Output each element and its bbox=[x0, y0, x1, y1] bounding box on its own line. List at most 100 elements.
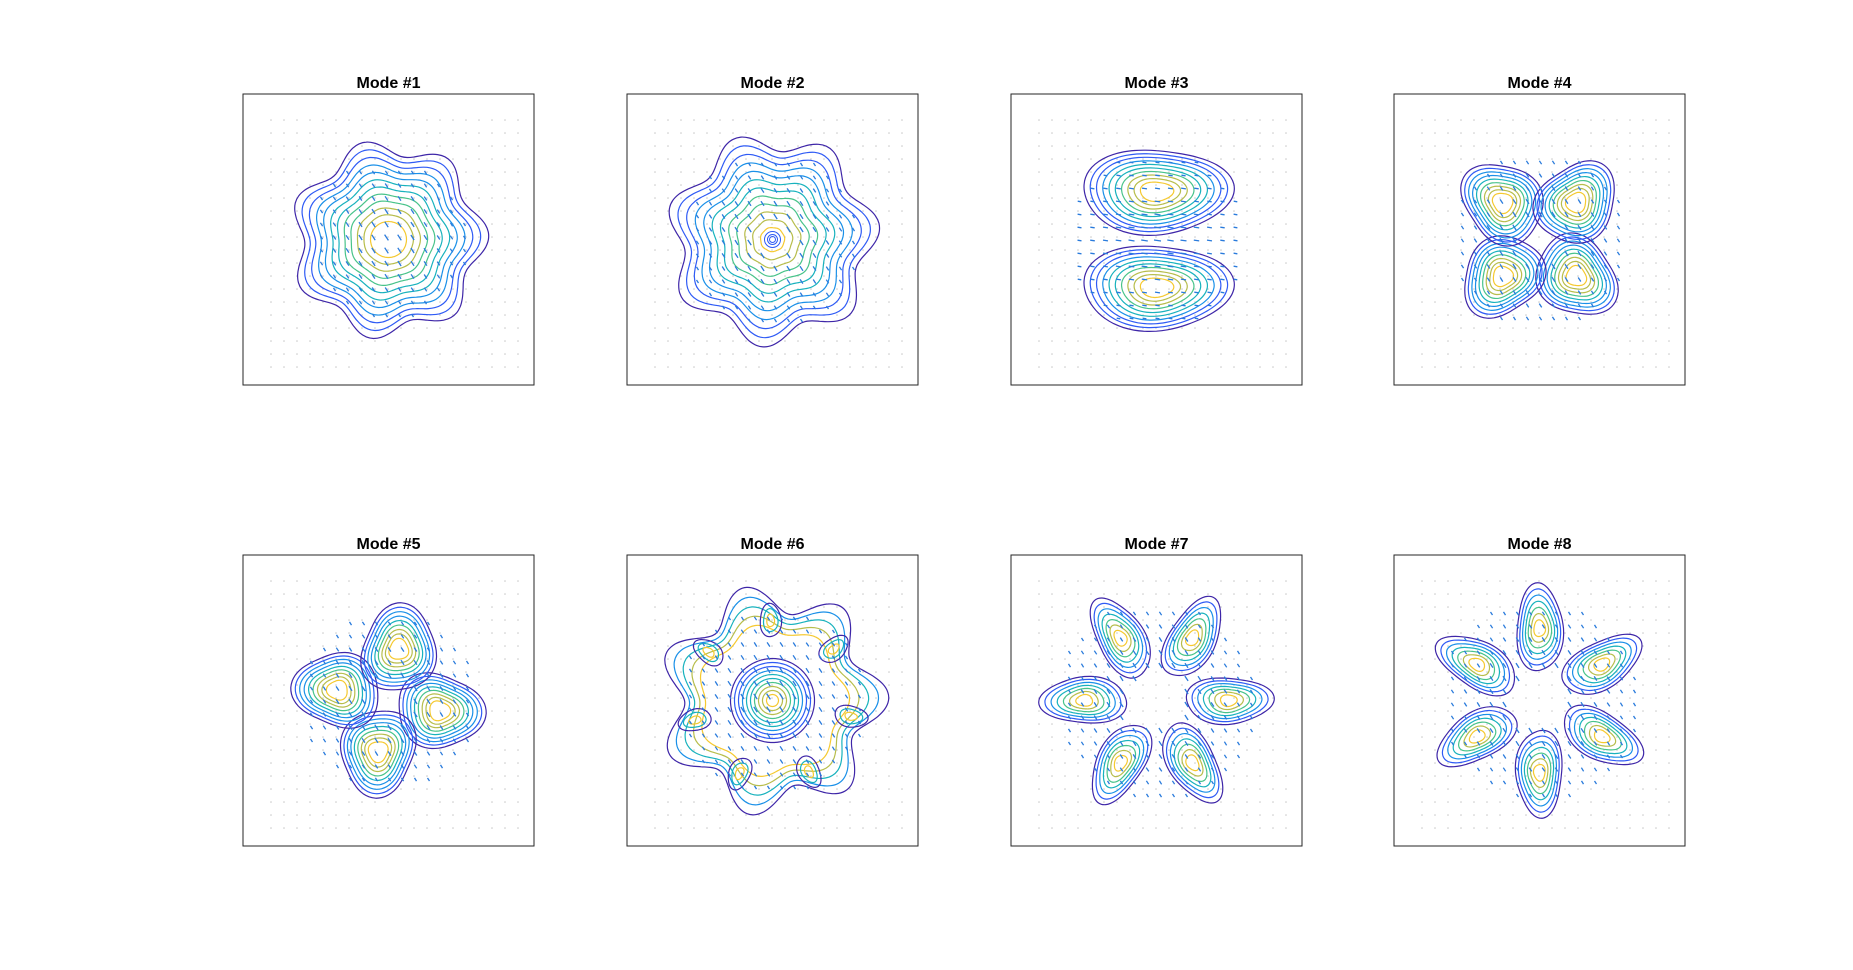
quiver-grid-dot bbox=[745, 119, 747, 121]
quiver-grid-dot bbox=[888, 593, 890, 595]
quiver-grid-dot bbox=[784, 684, 786, 686]
lobe-contour bbox=[1535, 232, 1619, 315]
quiver-grid-dot bbox=[654, 723, 656, 725]
quiver-grid-dot bbox=[348, 749, 350, 751]
quiver-grid-dot bbox=[1038, 314, 1040, 316]
quiver-grid-dot bbox=[875, 788, 877, 790]
quiver-arrow bbox=[1499, 263, 1504, 270]
quiver-arrow bbox=[773, 292, 778, 297]
quiver-grid-dot bbox=[1246, 171, 1248, 173]
quiver-grid-dot bbox=[1077, 580, 1079, 582]
quiver-grid-dot bbox=[1181, 801, 1183, 803]
quiver-grid-dot bbox=[1272, 697, 1274, 699]
quiver-grid-dot bbox=[322, 736, 324, 738]
quiver-grid-dot bbox=[1090, 632, 1092, 634]
quiver-grid-dot bbox=[1272, 223, 1274, 225]
quiver-grid-dot bbox=[1181, 353, 1183, 355]
quiver-grid-dot bbox=[1220, 171, 1222, 173]
quiver-grid-dot bbox=[1590, 119, 1592, 121]
quiver-grid-dot bbox=[1512, 658, 1514, 660]
quiver-grid-dot bbox=[1077, 788, 1079, 790]
quiver-grid-dot bbox=[654, 236, 656, 238]
quiver-grid-dot bbox=[1538, 762, 1540, 764]
quiver-arrow bbox=[361, 698, 366, 705]
quiver-grid-dot bbox=[810, 145, 812, 147]
contour-line bbox=[703, 170, 845, 312]
quiver-grid-dot bbox=[335, 288, 337, 290]
quiver-grid-dot bbox=[322, 184, 324, 186]
quiver-grid-dot bbox=[1285, 132, 1287, 134]
lobe-contour bbox=[1180, 623, 1203, 652]
quiver-grid-dot bbox=[719, 736, 721, 738]
quiver-grid-dot bbox=[1272, 314, 1274, 316]
quiver-grid-dot bbox=[1629, 275, 1631, 277]
quiver-grid-dot bbox=[888, 236, 890, 238]
quiver-arrow bbox=[361, 751, 366, 756]
quiver-grid-dot bbox=[875, 314, 877, 316]
quiver-grid-dot bbox=[1285, 288, 1287, 290]
quiver-arrow bbox=[773, 318, 778, 323]
quiver-grid-dot bbox=[491, 606, 493, 608]
quiver-grid-dot bbox=[1233, 158, 1235, 160]
quiver-arrow bbox=[1564, 276, 1569, 283]
quiver-arrow bbox=[1567, 701, 1572, 708]
quiver-grid-dot bbox=[348, 593, 350, 595]
quiver-grid-dot bbox=[1246, 710, 1248, 712]
quiver-grid-dot bbox=[348, 827, 350, 829]
quiver-grid-dot bbox=[426, 197, 428, 199]
quiver-arrow bbox=[1460, 212, 1465, 217]
quiver-grid-dot bbox=[465, 158, 467, 160]
quiver-grid-dot bbox=[1590, 275, 1592, 277]
quiver-grid-dot bbox=[1473, 236, 1475, 238]
quiver-grid-dot bbox=[296, 288, 298, 290]
quiver-arrow bbox=[740, 732, 745, 739]
quiver-grid-dot bbox=[1668, 119, 1670, 121]
quiver-grid-dot bbox=[1577, 606, 1579, 608]
quiver-arrow bbox=[1554, 780, 1559, 785]
quiver-grid-dot bbox=[1155, 184, 1157, 186]
quiver-grid-dot bbox=[1590, 697, 1592, 699]
quiver-arrow bbox=[397, 287, 402, 292]
quiver-arrow bbox=[1158, 727, 1163, 734]
quiver-grid-dot bbox=[784, 814, 786, 816]
quiver-grid-dot bbox=[1181, 814, 1183, 816]
lobe-contour bbox=[357, 729, 400, 777]
quiver-grid-dot bbox=[296, 158, 298, 160]
quiver-grid-dot bbox=[1155, 814, 1157, 816]
quiver-grid-dot bbox=[1220, 593, 1222, 595]
quiver-arrow bbox=[779, 667, 784, 674]
quiver-grid-dot bbox=[693, 366, 695, 368]
quiver-arrow bbox=[844, 681, 849, 686]
quiver-grid-dot bbox=[1194, 132, 1196, 134]
quiver-arrow bbox=[831, 746, 836, 751]
lobe-contour bbox=[1468, 171, 1537, 239]
quiver-grid-dot bbox=[1259, 158, 1261, 160]
quiver-grid-dot bbox=[465, 775, 467, 777]
quiver-arrow bbox=[1460, 199, 1465, 204]
quiver-grid-dot bbox=[374, 145, 376, 147]
quiver-arrow bbox=[1132, 767, 1137, 772]
quiver-grid-dot bbox=[706, 671, 708, 673]
quiver-grid-dot bbox=[452, 288, 454, 290]
quiver-grid-dot bbox=[1155, 366, 1157, 368]
quiver-grid-dot bbox=[335, 223, 337, 225]
quiver-arrow bbox=[1564, 198, 1569, 205]
quiver-grid-dot bbox=[1155, 288, 1157, 290]
quiver-grid-dot bbox=[901, 210, 903, 212]
quiver-grid-dot bbox=[1194, 314, 1196, 316]
quiver-grid-dot bbox=[719, 366, 721, 368]
quiver-grid-dot bbox=[654, 762, 656, 764]
quiver-grid-dot bbox=[1629, 340, 1631, 342]
quiver-grid-dot bbox=[504, 619, 506, 621]
quiver-grid-dot bbox=[654, 366, 656, 368]
quiver-arrow bbox=[1577, 263, 1582, 270]
quiver-grid-dot bbox=[1220, 249, 1222, 251]
quiver-grid-dot bbox=[1155, 210, 1157, 212]
quiver-grid-dot bbox=[426, 827, 428, 829]
quiver-grid-dot bbox=[862, 619, 864, 621]
quiver-grid-dot bbox=[654, 658, 656, 660]
quiver-arrow bbox=[818, 706, 823, 713]
quiver-grid-dot bbox=[283, 210, 285, 212]
quiver-arrow bbox=[335, 647, 340, 652]
quiver-grid-dot bbox=[1272, 171, 1274, 173]
